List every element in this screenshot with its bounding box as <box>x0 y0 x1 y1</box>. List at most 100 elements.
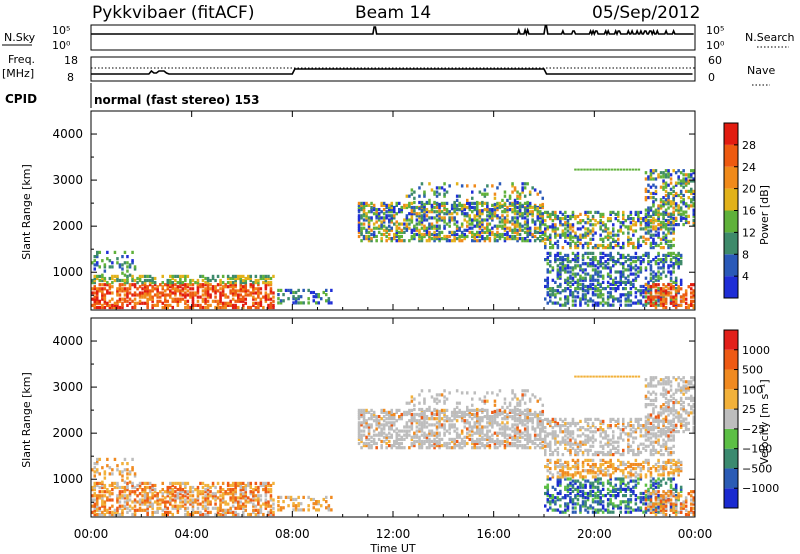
velocity-cell <box>313 502 316 505</box>
velocity-cell <box>257 509 260 512</box>
velocity-cell <box>416 419 419 422</box>
velocity-cell <box>431 444 434 447</box>
velocity-cell <box>486 400 489 403</box>
power-cell <box>539 239 542 242</box>
velocity-cell <box>451 446 454 449</box>
velocity-cell <box>433 398 436 401</box>
velocity-cell <box>111 498 114 501</box>
velocity-cell <box>182 488 185 491</box>
power-cell <box>675 306 678 309</box>
power-cell <box>521 186 524 189</box>
velocity-cell <box>453 412 456 415</box>
power-cell <box>542 231 545 234</box>
power-cell <box>431 223 434 226</box>
power-cell <box>655 256 658 259</box>
power-cell <box>677 285 680 288</box>
velocity-cell <box>539 442 542 445</box>
power-cell <box>141 287 144 290</box>
power-cell <box>486 205 489 208</box>
velocity-cell <box>549 453 552 456</box>
power-cell <box>657 291 660 294</box>
power-cell <box>594 279 597 282</box>
power-cell <box>607 232 610 235</box>
power-cell <box>526 218 529 221</box>
power-cell <box>579 275 582 278</box>
power-cell <box>645 209 648 212</box>
power-cell <box>159 296 162 299</box>
power-cell <box>506 206 509 209</box>
power-cell <box>479 202 482 205</box>
power-cell <box>637 275 640 278</box>
power-cell <box>635 252 638 255</box>
velocity-cell <box>146 505 149 508</box>
nsky-panel: N.Sky 10⁵ 10⁰ 10⁵ 10⁰ N.Search <box>2 24 795 52</box>
velocity-cell <box>385 411 388 414</box>
velocity-cell <box>119 490 122 493</box>
power-cell <box>521 205 524 208</box>
power-cell <box>582 283 585 286</box>
velocity-cell <box>197 507 200 510</box>
velocity-cell <box>436 432 439 435</box>
power-cell <box>584 289 587 292</box>
power-cell <box>688 190 691 193</box>
velocity-cell <box>383 415 386 418</box>
power-cell <box>469 223 472 226</box>
velocity-cell <box>567 441 570 444</box>
power-cell <box>375 208 378 211</box>
power-cell <box>562 229 565 232</box>
power-cell <box>672 270 675 273</box>
velocity-cell <box>383 409 386 412</box>
power-cell <box>572 277 575 280</box>
power-cell <box>682 177 685 180</box>
power-cell <box>521 212 524 215</box>
nsky-bottom-tick: 10⁰ <box>52 39 71 52</box>
power-cell <box>521 225 524 228</box>
power-cell <box>448 235 451 238</box>
velocity-cell <box>199 503 202 506</box>
velocity-cell <box>124 505 127 508</box>
power-cell <box>572 283 575 286</box>
velocity-cell <box>121 474 124 477</box>
power-cell <box>647 302 650 305</box>
power-cell <box>126 265 129 268</box>
power-cell <box>660 258 663 261</box>
power-cell <box>234 289 237 292</box>
power-cell <box>436 210 439 213</box>
power-cell <box>385 204 388 207</box>
power-cell <box>667 264 670 267</box>
velocity-cell <box>94 466 97 469</box>
power-cell <box>197 279 200 282</box>
power-cell <box>609 236 612 239</box>
power-cell <box>670 264 673 267</box>
velocity-cell <box>270 494 273 497</box>
power-cell <box>443 193 446 196</box>
power-cell <box>655 260 658 263</box>
power-cell <box>453 231 456 234</box>
velocity-cell <box>146 492 149 495</box>
power-cell <box>667 169 670 172</box>
power-cell <box>672 194 675 197</box>
power-cell <box>557 268 560 271</box>
velocity-cell <box>476 446 479 449</box>
power-cell <box>106 289 109 292</box>
velocity-cell <box>360 446 363 449</box>
power-cell <box>272 304 275 307</box>
power-cell <box>428 216 431 219</box>
power-cell <box>604 236 607 239</box>
power-cell <box>542 197 545 200</box>
power-cell <box>607 273 610 276</box>
velocity-cell <box>567 426 570 429</box>
power-cell <box>567 287 570 290</box>
power-cell <box>607 285 610 288</box>
power-cell <box>597 260 600 263</box>
power-cell <box>549 299 552 302</box>
power-cell <box>162 285 165 288</box>
colorbar-tick-label: 4 <box>742 270 749 283</box>
velocity-cell <box>270 488 273 491</box>
power-cell <box>612 256 615 259</box>
power-cell <box>373 204 376 207</box>
velocity-cell <box>94 492 97 495</box>
power-cell <box>685 211 688 214</box>
y-tick-label: 1000 <box>52 265 83 279</box>
velocity-cell <box>217 507 220 510</box>
